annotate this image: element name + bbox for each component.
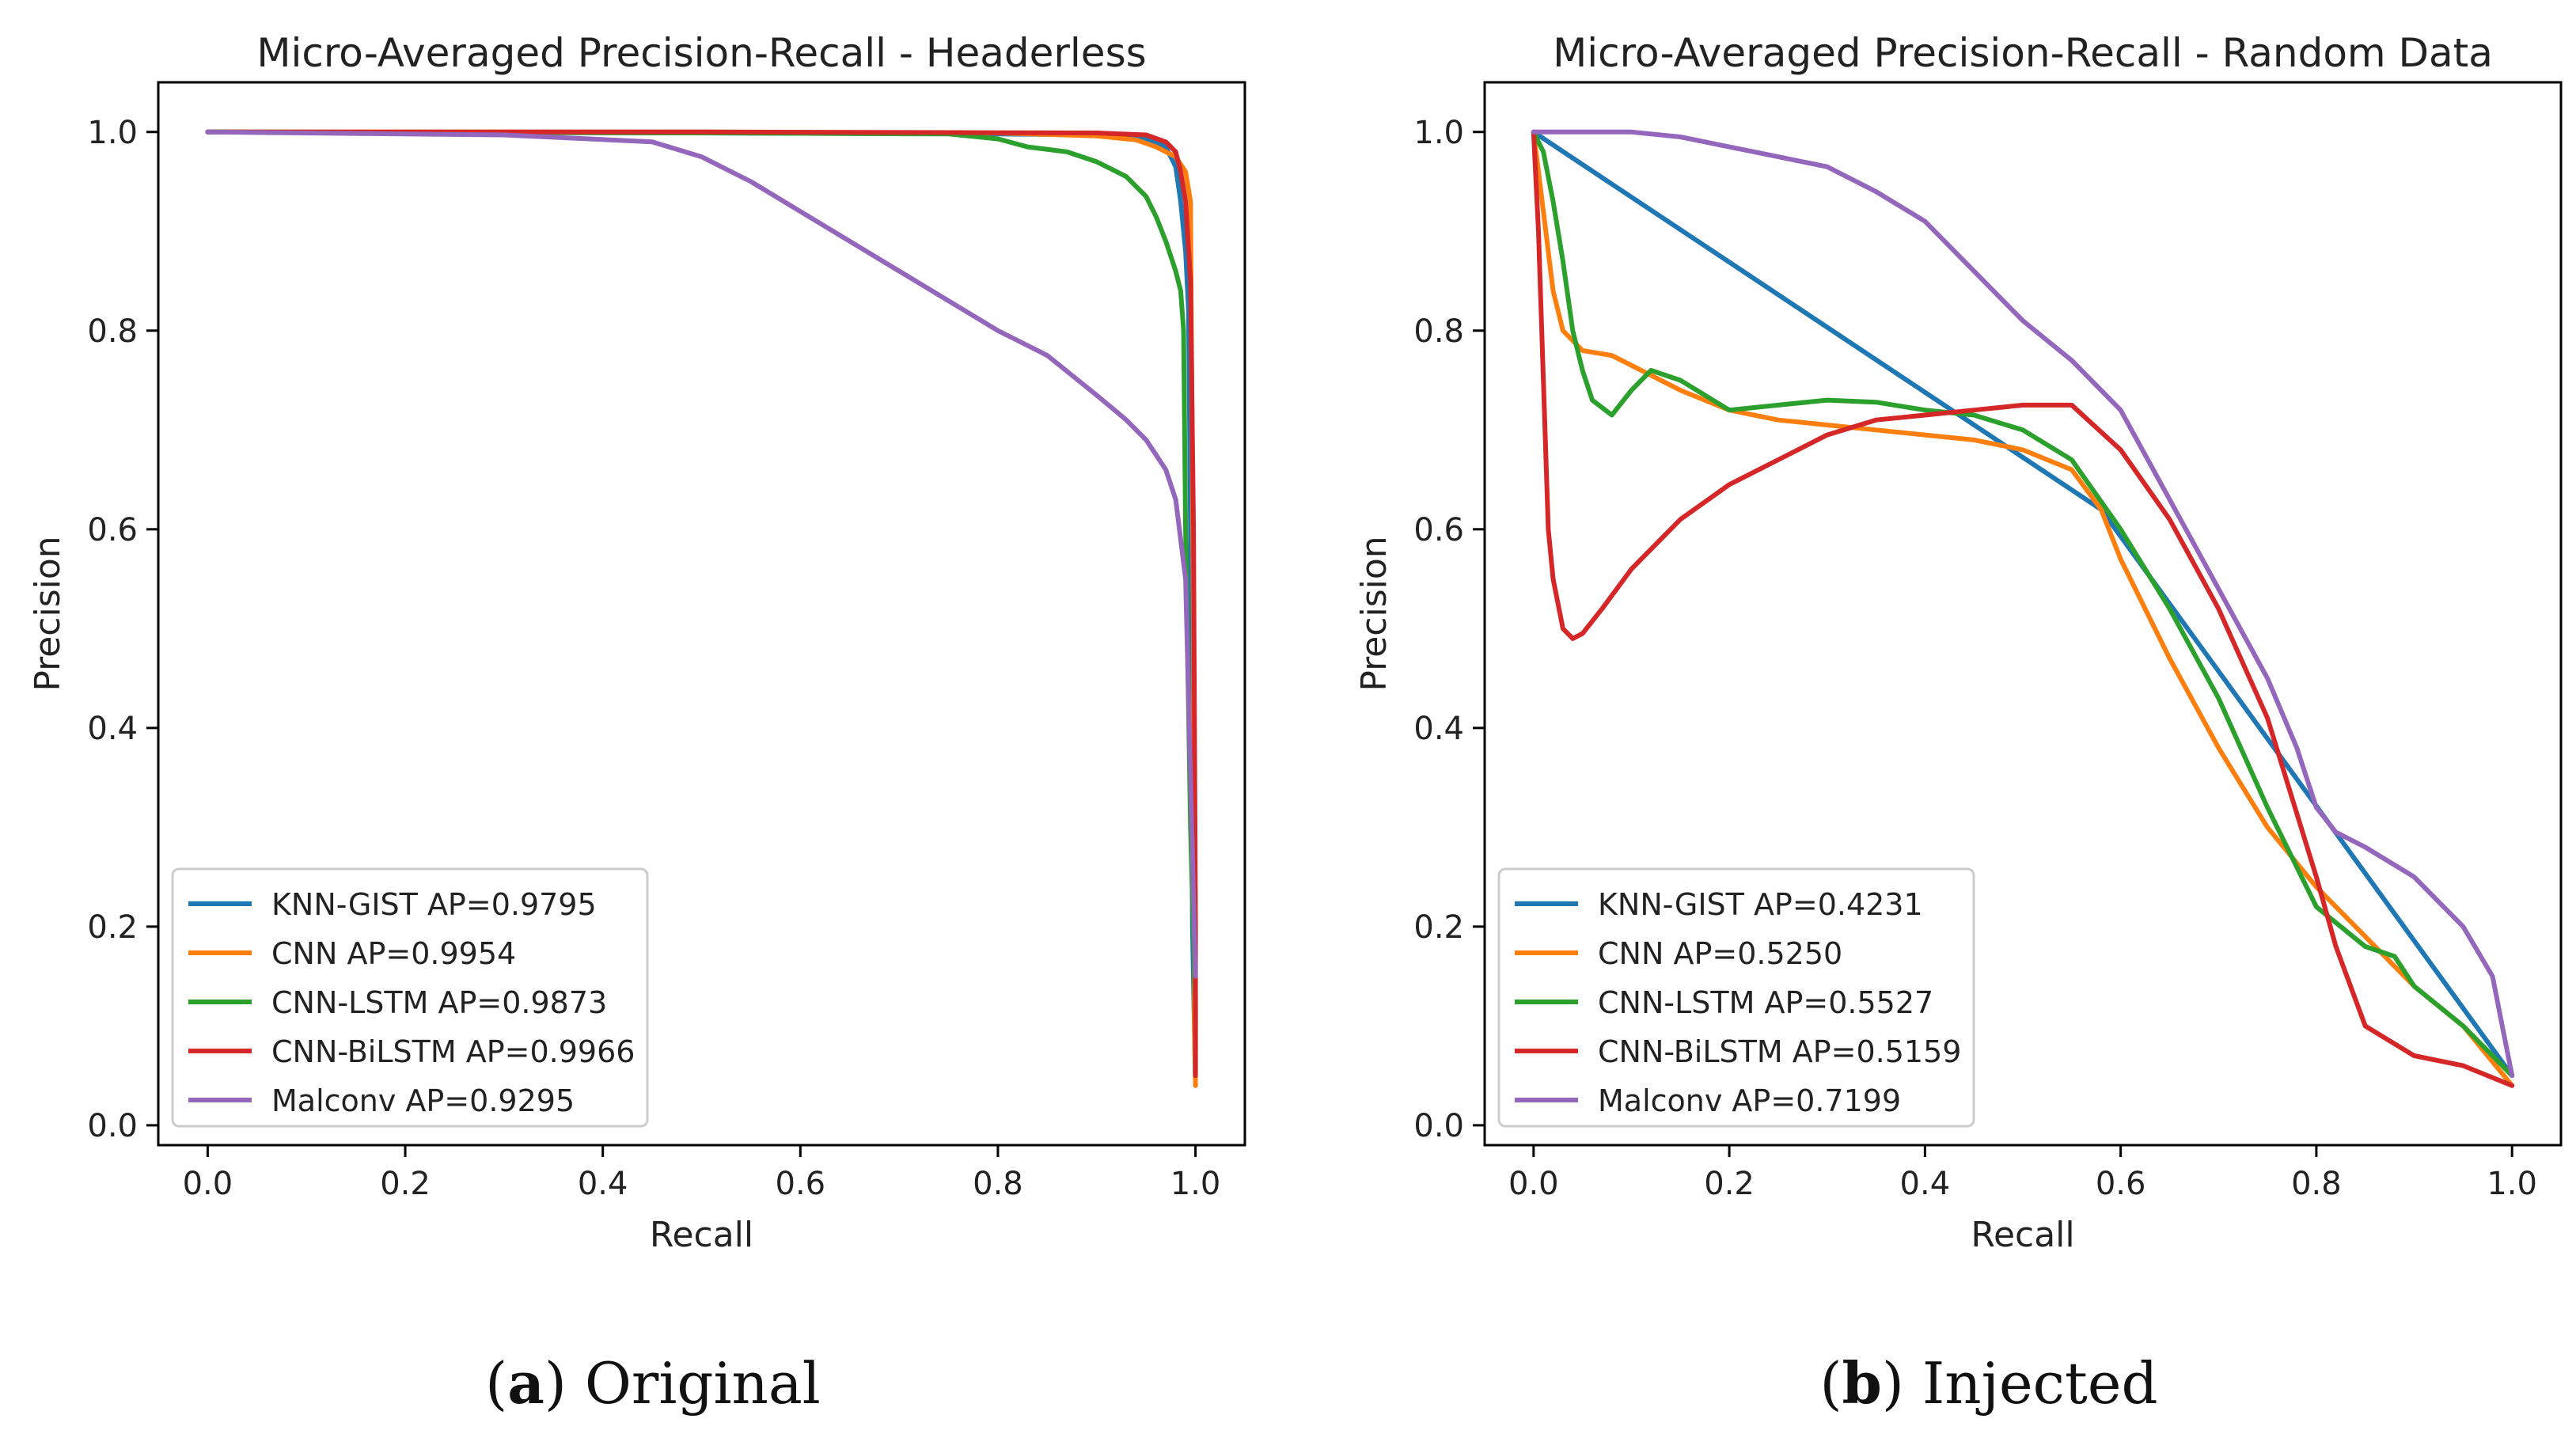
legend: KNN-GIST AP=0.9795 CNN AP=0.9954 CNN-LSTM … <box>171 867 649 1128</box>
y-tick-label: 0.8 <box>1413 313 1464 350</box>
y-tick-label: 0.6 <box>1413 512 1464 548</box>
y-tick-label: 0.6 <box>87 512 138 548</box>
legend-label: CNN AP=0.9954 <box>271 936 516 971</box>
y-axis-label: Precision <box>1354 536 1394 691</box>
chart-b: 0.0 0.2 0.4 0.6 0.8 1.0 0.0 0.2 0.4 0.6 0.8 1.0 Micr… <box>1354 30 2563 1255</box>
y-tick-label: 0.2 <box>1413 909 1464 946</box>
caption-b-letter: b <box>1842 1349 1882 1417</box>
y-axis-label: Precision <box>28 536 68 691</box>
x-tick-label: 1.0 <box>1170 1166 1221 1202</box>
series-line-bilstm <box>205 129 1198 1079</box>
x-tick-label: 0.6 <box>2096 1166 2146 1202</box>
legend-label: CNN-LSTM AP=0.9873 <box>271 985 607 1020</box>
legend-label: Malconv AP=0.9295 <box>271 1083 575 1118</box>
x-axis-label: Recall <box>1971 1215 2074 1255</box>
y-tick-label: 0.0 <box>87 1108 138 1144</box>
y-tick-label: 1.0 <box>1413 115 1464 151</box>
x-tick-label: 0.2 <box>380 1166 431 1202</box>
legend-label: CNN-BiLSTM AP=0.5159 <box>1598 1034 1961 1069</box>
legend-label: KNN-GIST AP=0.9795 <box>271 887 597 922</box>
y-tick-label: 0.2 <box>87 909 138 946</box>
caption-a-text: Original <box>584 1350 821 1417</box>
y-tick-label: 0.8 <box>87 313 138 350</box>
x-tick-label: 0.0 <box>183 1166 233 1202</box>
legend-label: CNN-BiLSTM AP=0.9966 <box>271 1034 635 1069</box>
axes-frame <box>157 81 1246 1147</box>
x-tick-label: 0.2 <box>1704 1166 1755 1202</box>
series-line-cnn <box>1531 129 2515 1088</box>
legend-label: CNN-LSTM AP=0.5527 <box>1598 985 1933 1020</box>
series-line-lstm <box>1531 129 2515 1079</box>
x-axis-label: Recall <box>650 1215 753 1255</box>
series-line-bilstm <box>1531 129 2515 1088</box>
chart-title: Micro-Averaged Precision-Recall - Header… <box>256 30 1146 76</box>
axes-frame <box>1483 81 2563 1147</box>
caption-a: (a) Original <box>485 1349 821 1417</box>
legend-box <box>171 867 649 1128</box>
legend-label: KNN-GIST AP=0.4231 <box>1598 887 1923 922</box>
y-tick-label: 0.4 <box>87 711 138 747</box>
chart-a: 0.0 0.2 0.4 0.6 0.8 1.0 0.0 0.2 0.4 0.6 0.8 1.0 Micr… <box>28 30 1246 1255</box>
legend-label: Malconv AP=0.7199 <box>1598 1083 1901 1118</box>
x-tick-label: 0.4 <box>578 1166 628 1202</box>
caption-b-text: Injected <box>1922 1350 2158 1417</box>
legend-box <box>1497 867 1975 1128</box>
x-tick-label: 0.4 <box>1900 1166 1951 1202</box>
y-tick-label: 1.0 <box>87 115 138 151</box>
x-tick-label: 0.8 <box>2291 1166 2342 1202</box>
y-tick-label: 0.0 <box>1413 1108 1464 1144</box>
x-tick-label: 0.8 <box>973 1166 1023 1202</box>
legend-label: CNN AP=0.5250 <box>1598 936 1842 971</box>
caption-a-letter: a <box>507 1349 544 1417</box>
chart-title: Micro-Averaged Precision-Recall - Random… <box>1553 30 2493 76</box>
x-tick-label: 1.0 <box>2487 1166 2537 1202</box>
series-line-malconv <box>205 129 1198 979</box>
caption-b: (b) Injected <box>1819 1349 2158 1417</box>
y-tick-label: 0.4 <box>1413 711 1464 747</box>
x-tick-label: 0.6 <box>776 1166 826 1202</box>
legend: KNN-GIST AP=0.4231 CNN AP=0.5250 CNN-LSTM … <box>1497 867 1975 1128</box>
x-tick-label: 0.0 <box>1508 1166 1559 1202</box>
series-line-malconv <box>1531 129 2515 1079</box>
